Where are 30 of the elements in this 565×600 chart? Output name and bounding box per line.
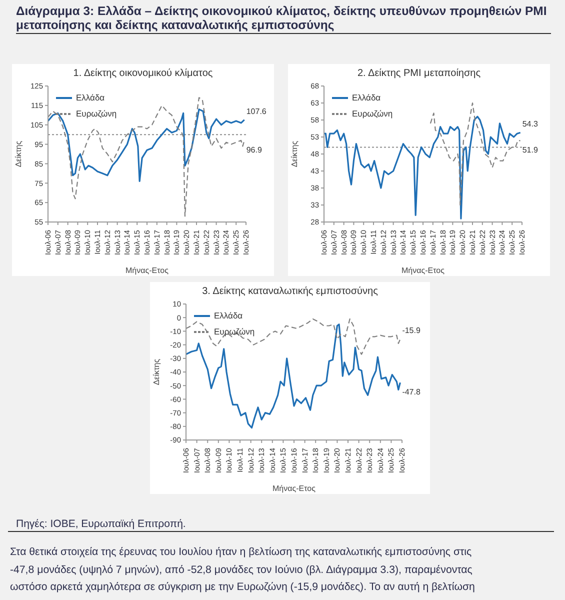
x-axis-title: Μήνας-Ετος [402,266,445,275]
annotation: 51.9 [522,146,538,155]
text: Στα θετικά στοιχεία της έρευνας του Ιουλίου ήταν η βελτίωση της καταναλωτικής εμπιστοσύνης στις [10,545,472,559]
annotation: -15.9 [402,326,421,336]
x-axis-title: Μήνας-Ετος [272,484,316,493]
legend-label: Ελλάδα [76,92,105,102]
line-series [48,108,246,182]
legend-label: Ελλάδα [352,92,381,102]
legend-label: Ελλάδα [214,310,243,320]
annotation: -47.8 [402,388,421,397]
y-axis-title: Δείκτης [14,140,23,168]
y-axis-title: Δείκτης [152,358,161,386]
annotation: 96.9 [246,146,262,155]
chart-title: 3. Δείκτης καταναλωτικής εμπιστοσύνης [201,285,379,299]
line-series [186,318,401,355]
y-axis-title: Δείκτης [290,140,299,168]
annotation: 54.3 [522,120,538,129]
chart-title: 2. Δείκτης PMI μεταποίησης [356,67,482,81]
legend-label: Ευρωζώνη [214,326,255,336]
text: Πηγές: ΙΟΒΕ, Ευρωπαϊκή Επιτροπή. [8,517,554,532]
legend-label: Ευρωζώνη [76,108,117,118]
chart-title: 1. Δείκτης οικονομικού κλίματος [72,67,214,81]
legend-label: Ευρωζώνη [352,108,393,118]
x-axis-title: Μήνας-Ετος [126,266,169,275]
text: -47,8 μονάδες (υψηλό 7 μηνών), από -52,8 μονάδες τον Ιούνιο (βλ. Διάγραμμα 3.3), παραμένοντας [10,562,472,576]
text: ωστόσο αρκετά χαμηλότερα σε σύγκριση με την Ευρωζώνη (-15,9 μονάδες). Το αν αυτή η βελτίωση [10,580,475,594]
line-series [186,324,401,429]
annotation: 107.6 [246,106,267,116]
line-series [430,102,521,206]
text: Διάγραμμα 3: Ελλάδα – Δείκτης οικονομικού κλίματος, δείκτης υπευθύνων προμηθειών PMI μεταποίησης και δείκτης καταναλωτικής εμπιστοσύνης [16,4,551,34]
